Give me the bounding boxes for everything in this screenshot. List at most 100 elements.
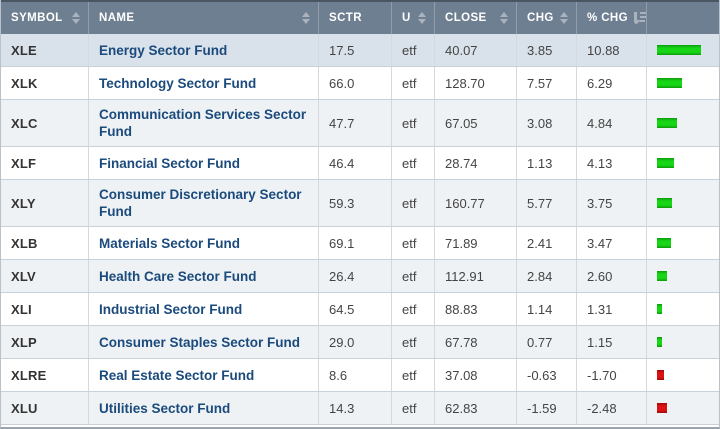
name-cell: Consumer Staples Sector Fund: [89, 326, 319, 358]
table-row-xlk[interactable]: XLK Technology Sector Fund 66.0 etf 128.…: [1, 67, 719, 100]
bar-cell: [647, 326, 719, 358]
name-cell: Financial Sector Fund: [89, 147, 319, 179]
column-header-symbol[interactable]: SYMBOL: [1, 2, 89, 34]
close-cell: 62.83: [435, 392, 517, 424]
name-cell: Health Care Sector Fund: [89, 260, 319, 292]
u-cell: etf: [392, 359, 435, 391]
chg-cell: -0.63: [517, 359, 577, 391]
sort-amount-desc-icon: [633, 12, 646, 24]
table-row-xlu[interactable]: XLU Utilities Sector Fund 14.3 etf 62.83…: [1, 392, 719, 425]
pct-chg-cell: -1.70: [577, 359, 647, 391]
pct-change-bar: [657, 337, 662, 347]
column-header-bar: [647, 2, 719, 34]
close-cell: 112.91: [435, 260, 517, 292]
pct-change-bar: [657, 238, 671, 248]
sort-icon: [302, 12, 310, 24]
table-row-xly[interactable]: XLY Consumer Discretionary Sector Fund 5…: [1, 180, 719, 227]
column-label: CHG: [527, 12, 554, 24]
close-cell: 37.08: [435, 359, 517, 391]
pct-chg-cell: 2.60: [577, 260, 647, 292]
symbol-cell: XLF: [1, 147, 89, 179]
table-row-xli[interactable]: XLI Industrial Sector Fund 64.5 etf 88.8…: [1, 293, 719, 326]
close-cell: 28.74: [435, 147, 517, 179]
pct-change-bar: [657, 45, 701, 55]
pct-chg-cell: 10.88: [577, 34, 647, 66]
column-header-pct-chg[interactable]: % CHG: [577, 2, 647, 34]
bar-cell: [647, 67, 719, 99]
bar-cell: [647, 392, 719, 424]
table-row-xlf[interactable]: XLF Financial Sector Fund 46.4 etf 28.74…: [1, 147, 719, 180]
chg-cell: 1.14: [517, 293, 577, 325]
chg-cell: 0.77: [517, 326, 577, 358]
u-cell: etf: [392, 34, 435, 66]
column-label: CLOSE: [445, 12, 487, 24]
chg-cell: 2.41: [517, 227, 577, 259]
sctr-cell: 17.5: [319, 34, 392, 66]
table-row-xlp[interactable]: XLP Consumer Staples Sector Fund 29.0 et…: [1, 326, 719, 359]
column-label: SYMBOL: [11, 12, 63, 24]
fund-link[interactable]: Real Estate Sector Fund: [99, 367, 255, 383]
close-cell: 128.70: [435, 67, 517, 99]
u-cell: etf: [392, 326, 435, 358]
u-cell: etf: [392, 227, 435, 259]
name-cell: Materials Sector Fund: [89, 227, 319, 259]
fund-link[interactable]: Utilities Sector Fund: [99, 400, 231, 416]
chg-cell: 5.77: [517, 180, 577, 226]
name-cell: Consumer Discretionary Sector Fund: [89, 180, 319, 226]
u-cell: etf: [392, 293, 435, 325]
column-header-close[interactable]: CLOSE: [435, 2, 517, 34]
pct-chg-cell: 3.47: [577, 227, 647, 259]
chg-cell: 7.57: [517, 67, 577, 99]
sort-icon: [72, 12, 80, 24]
sctr-cell: 8.6: [319, 359, 392, 391]
symbol-cell: XLY: [1, 180, 89, 226]
fund-link[interactable]: Consumer Staples Sector Fund: [99, 334, 301, 350]
pct-change-bar: [657, 198, 672, 208]
fund-link[interactable]: Consumer Discretionary Sector Fund: [99, 187, 302, 219]
fund-link[interactable]: Materials Sector Fund: [99, 235, 241, 251]
pct-chg-cell: 6.29: [577, 67, 647, 99]
pct-chg-cell: 4.13: [577, 147, 647, 179]
column-label: % CHG: [587, 12, 628, 24]
symbol-cell: XLV: [1, 260, 89, 292]
bar-cell: [647, 260, 719, 292]
table-row-xlb[interactable]: XLB Materials Sector Fund 69.1 etf 71.89…: [1, 227, 719, 260]
pct-change-bar: [657, 271, 667, 281]
sctr-cell: 69.1: [319, 227, 392, 259]
column-header-name[interactable]: NAME: [89, 2, 319, 34]
table-row-xle[interactable]: XLE Energy Sector Fund 17.5 etf 40.07 3.…: [1, 34, 719, 67]
bar-cell: [647, 34, 719, 66]
table-row-xlv[interactable]: XLV Health Care Sector Fund 26.4 etf 112…: [1, 260, 719, 293]
bar-cell: [647, 359, 719, 391]
sctr-cell: 47.7: [319, 100, 392, 146]
fund-link[interactable]: Financial Sector Fund: [99, 155, 241, 171]
fund-link[interactable]: Industrial Sector Fund: [99, 301, 243, 317]
symbol-cell: XLC: [1, 100, 89, 146]
symbol-cell: XLK: [1, 67, 89, 99]
fund-link[interactable]: Energy Sector Fund: [99, 42, 228, 58]
sort-icon: [418, 12, 426, 24]
fund-link[interactable]: Technology Sector Fund: [99, 75, 257, 91]
pct-change-bar: [657, 304, 662, 314]
bar-cell: [647, 227, 719, 259]
pct-change-bar: [657, 403, 667, 413]
table-row-xlre[interactable]: XLRE Real Estate Sector Fund 8.6 etf 37.…: [1, 359, 719, 392]
bar-cell: [647, 100, 719, 146]
sort-icon: [500, 12, 508, 24]
u-cell: etf: [392, 260, 435, 292]
column-header-sctr[interactable]: SCTR: [319, 2, 392, 34]
column-header-chg[interactable]: CHG: [517, 2, 577, 34]
pct-chg-cell: -2.48: [577, 392, 647, 424]
name-cell: Energy Sector Fund: [89, 34, 319, 66]
column-header-u[interactable]: U: [392, 2, 435, 34]
pct-chg-cell: 3.75: [577, 180, 647, 226]
table-row-xlc[interactable]: XLC Communication Services Sector Fund 4…: [1, 100, 719, 147]
table-header-row: SYMBOL NAME SCTR U CLOSE CHG % CHG: [1, 0, 719, 34]
fund-link[interactable]: Health Care Sector Fund: [99, 268, 257, 284]
fund-link[interactable]: Communication Services Sector Fund: [99, 107, 307, 139]
name-cell: Utilities Sector Fund: [89, 392, 319, 424]
sctr-cell: 14.3: [319, 392, 392, 424]
pct-chg-cell: 4.84: [577, 100, 647, 146]
column-label: U: [402, 12, 411, 24]
symbol-cell: XLRE: [1, 359, 89, 391]
